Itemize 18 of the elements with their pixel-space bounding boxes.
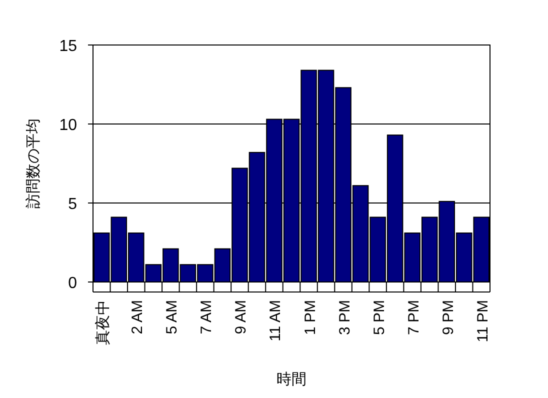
y-axis-title: 訪問数の平均 bbox=[25, 118, 42, 208]
y-tick-label: 0 bbox=[68, 275, 78, 292]
y-tick-label: 5 bbox=[68, 196, 78, 213]
x-tick-label: 5 AM bbox=[164, 300, 181, 334]
x-tick-label: 11 PM bbox=[474, 300, 492, 342]
x-tick-label: 2 AM bbox=[129, 300, 146, 334]
x-axis-title: 時間 bbox=[276, 371, 306, 388]
x-tick-label: 9 AM bbox=[232, 300, 250, 334]
x-tick-label: 5 PM bbox=[370, 300, 388, 336]
x-tick-label: 7 PM bbox=[405, 300, 422, 336]
x-tick-label: 1 PM bbox=[302, 300, 319, 336]
y-tick-label: 15 bbox=[59, 38, 78, 55]
x-tick-label: 真夜中 bbox=[94, 300, 112, 345]
x-tick-label: 3 PM bbox=[336, 300, 354, 336]
x-tick-label: 11 AM bbox=[267, 300, 284, 342]
x-tick-label: 9 PM bbox=[440, 300, 457, 336]
y-tick-label: 10 bbox=[59, 117, 78, 134]
x-tick-label: 7 AM bbox=[198, 300, 216, 334]
